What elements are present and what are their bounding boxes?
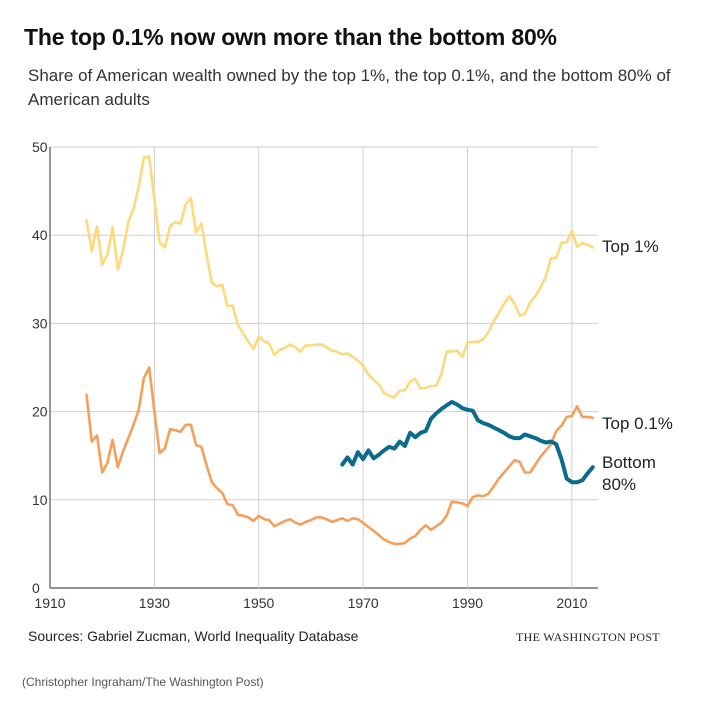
publisher-logo-text: THE WASHINGTON POST <box>516 630 660 644</box>
x-tick-label: 2010 <box>556 595 587 611</box>
source-note: Sources: Gabriel Zucman, World Inequalit… <box>28 628 359 644</box>
chart-series-labels: Top 1% Top 0.1% Bottom 80% <box>602 237 673 494</box>
y-tick-label: 50 <box>32 139 48 155</box>
chart-axes: 0 10 20 30 40 50 1910 1930 1950 1970 1990 2010 <box>32 139 588 611</box>
x-tick-label: 1910 <box>34 595 65 611</box>
y-tick-label: 0 <box>32 580 40 596</box>
series-line-bottom-80- <box>340 399 595 485</box>
chart-series <box>85 155 595 546</box>
chart-title: The top 0.1% now own more than the botto… <box>24 24 557 50</box>
y-tick-label: 20 <box>32 404 48 420</box>
y-tick-label: 10 <box>32 492 48 508</box>
series-line-top-1- <box>85 155 595 399</box>
series-label: Bottom 80% <box>602 453 656 494</box>
x-tick-label: 1970 <box>348 595 379 611</box>
series-line-top-0-1- <box>85 366 595 546</box>
y-tick-label: 40 <box>32 227 48 243</box>
chart-subtitle: Share of American wealth owned by the to… <box>28 66 671 109</box>
chart-grid <box>49 146 598 589</box>
x-tick-label: 1990 <box>452 595 483 611</box>
series-label: Top 1% <box>602 237 659 256</box>
x-tick-label: 1930 <box>139 595 170 611</box>
y-tick-label: 30 <box>32 315 48 331</box>
x-tick-label: 1950 <box>243 595 274 611</box>
image-credit: (Christopher Ingraham/The Washington Pos… <box>22 675 264 689</box>
series-label: Top 0.1% <box>602 414 673 433</box>
